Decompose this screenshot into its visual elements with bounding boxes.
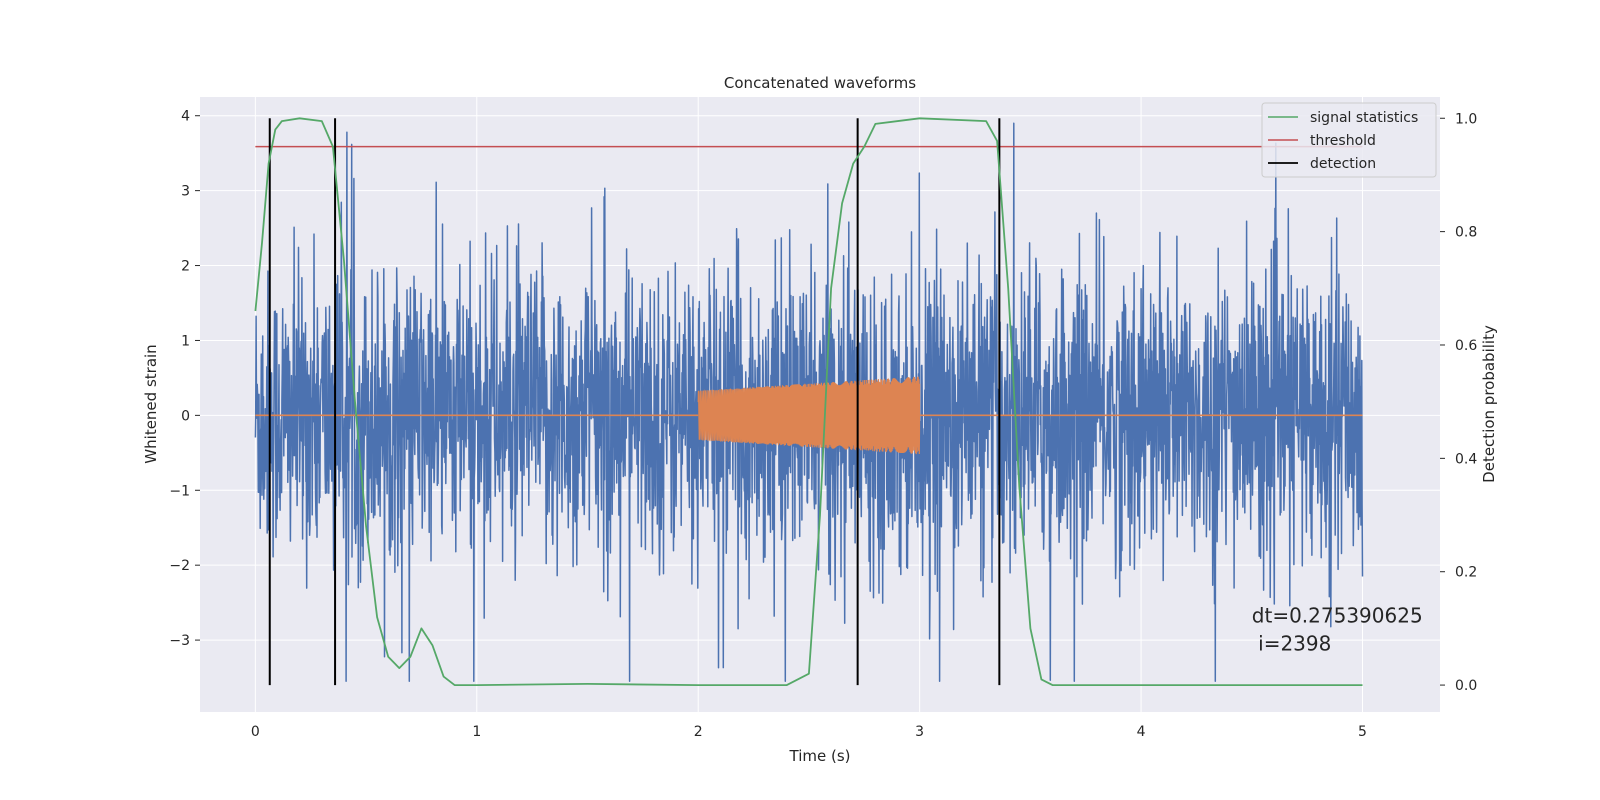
noise-series (254, 122, 1364, 683)
x-tick-label-0: 0 (251, 724, 260, 740)
detection-series (268, 118, 1001, 686)
y-tick-label-3: 0 (181, 408, 190, 424)
y-axis-label: Whitened strain (142, 344, 160, 463)
y-tick-label-0: −3 (169, 633, 190, 649)
noise-line (254, 122, 1364, 683)
x-tick-label-3: 3 (915, 724, 924, 740)
y-right-tick-label-0: 0.0 (1455, 678, 1477, 694)
legend-label-signal-statistics: signal statistics (1310, 110, 1418, 126)
signal-statistics-series (254, 117, 1363, 686)
annotation-dt: dt=0.275390625 (1252, 603, 1423, 627)
signal-statistics-line (254, 117, 1363, 686)
chart-title: Concatenated waveforms (724, 74, 916, 92)
y-right-tick-label-1: 0.2 (1455, 565, 1477, 581)
y-tick-label-1: −2 (169, 558, 190, 574)
x-tick-label-5: 5 (1358, 724, 1367, 740)
y-tick-label-5: 2 (181, 259, 190, 275)
x-axis-label: Time (s) (789, 747, 851, 765)
legend-label-detection: detection (1310, 156, 1376, 172)
y-tick-label-7: 4 (181, 109, 190, 125)
y-axis-right: 0.0 0.2 0.4 0.6 0.8 1.0 (1440, 111, 1477, 694)
y-right-tick-label-2: 0.4 (1455, 451, 1477, 467)
x-axis: 0 1 2 3 4 5 (251, 724, 1367, 740)
legend-box (1261, 102, 1437, 178)
x-tick-label-2: 2 (694, 724, 703, 740)
chirp-line (697, 376, 921, 455)
y-tick-label-4: 1 (181, 333, 190, 349)
legend: signal statistics threshold detection (1261, 102, 1437, 178)
y-axis-right-label: Detection probability (1480, 325, 1498, 483)
chirp-series (255, 376, 1363, 455)
x-tick-label-1: 1 (472, 724, 481, 740)
legend-label-threshold: threshold (1310, 133, 1376, 149)
y-right-tick-label-5: 1.0 (1455, 111, 1477, 127)
y-right-tick-label-4: 0.8 (1455, 225, 1477, 241)
y-tick-label-2: −1 (169, 483, 190, 499)
y-right-tick-label-3: 0.6 (1455, 338, 1477, 354)
y-axis-left: −3 −2 −1 0 1 2 3 4 (169, 109, 200, 649)
annotation-index: i=2398 (1252, 631, 1332, 655)
x-tick-label-4: 4 (1137, 724, 1146, 740)
y-tick-label-6: 3 (181, 184, 190, 200)
